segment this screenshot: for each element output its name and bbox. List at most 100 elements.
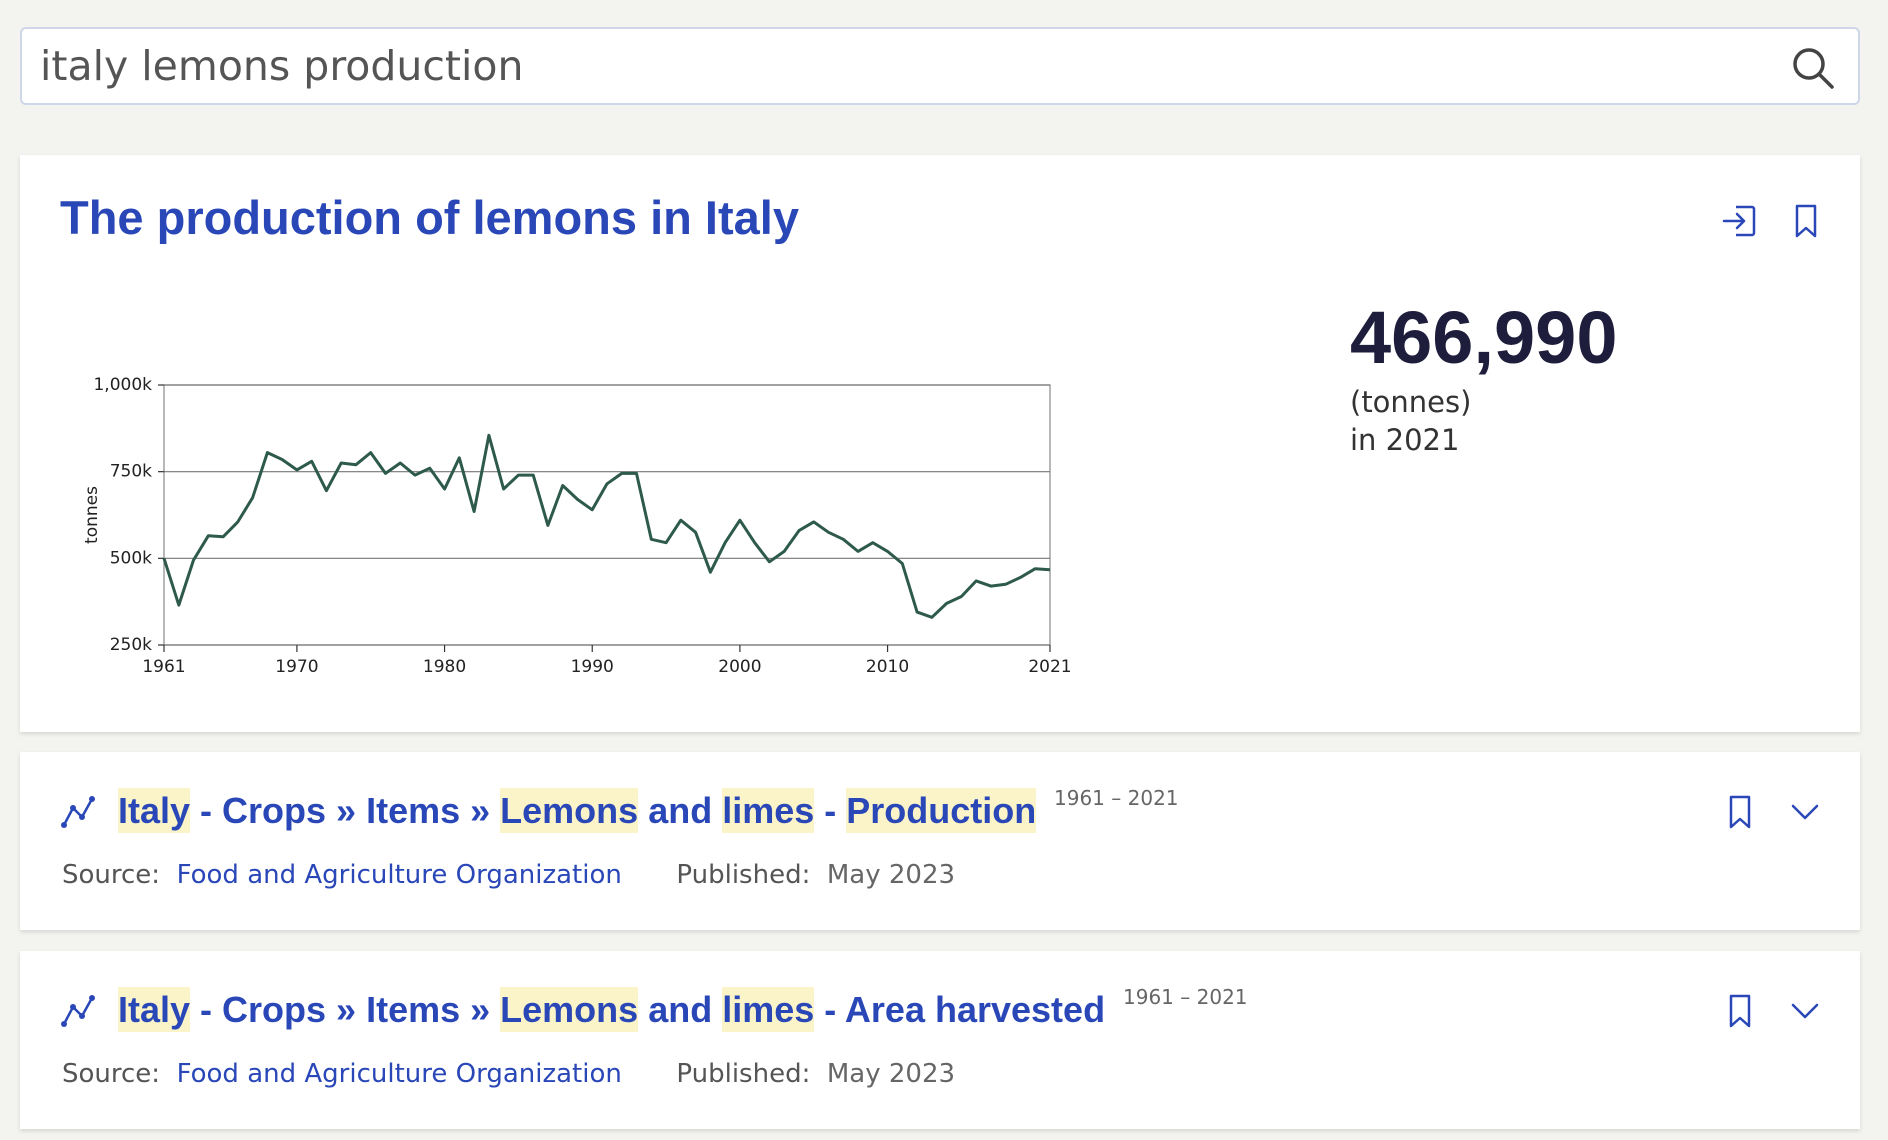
- data-point: [619, 470, 625, 476]
- data-point: [589, 507, 595, 513]
- data-point: [811, 519, 817, 525]
- data-point: [988, 583, 994, 589]
- data-point: [796, 528, 802, 534]
- bookmark-icon[interactable]: [1720, 792, 1760, 832]
- data-point: [648, 536, 654, 542]
- data-point: [634, 470, 640, 476]
- result-meta: Source: Food and Agriculture Organizatio…: [62, 860, 955, 890]
- series-line: [162, 433, 1051, 619]
- data-point: [870, 540, 876, 546]
- bookmark-icon[interactable]: [1786, 201, 1826, 241]
- result-title[interactable]: Italy - Crops » Items » Lemons and limes…: [118, 788, 1037, 833]
- value-unit: (tonnes): [1350, 385, 1472, 419]
- result-years: 1961 – 2021: [1054, 786, 1179, 810]
- search-input[interactable]: [40, 39, 1760, 93]
- published-label: Published:: [676, 860, 811, 890]
- x-tick-label: 1961: [142, 657, 185, 677]
- source-label: Source:: [62, 1059, 161, 1089]
- data-point: [1017, 574, 1023, 580]
- data-point: [707, 569, 713, 575]
- data-point: [205, 533, 211, 539]
- data-point: [323, 488, 329, 494]
- source-label: Source:: [62, 860, 161, 890]
- x-tick-label: 1970: [275, 657, 318, 677]
- data-point: [737, 517, 743, 523]
- highlighted-term: limes: [722, 987, 815, 1032]
- data-point: [264, 450, 270, 456]
- title-text: and: [638, 790, 723, 831]
- result-card: Italy - Crops » Items » Lemons and limes…: [20, 951, 1860, 1129]
- data-point: [973, 578, 979, 584]
- y-axis-label: tonnes: [82, 486, 102, 544]
- published-date: May 2023: [826, 860, 956, 890]
- data-point: [191, 557, 197, 563]
- result-title[interactable]: Italy - Crops » Items » Lemons and limes…: [118, 987, 1106, 1032]
- y-tick-label: 750k: [110, 462, 152, 482]
- data-point: [929, 614, 935, 620]
- x-tick-label: 2000: [718, 657, 761, 677]
- highlighted-term: Lemons: [500, 788, 639, 833]
- login-icon[interactable]: [1720, 201, 1760, 241]
- data-point: [235, 519, 241, 525]
- data-point: [752, 540, 758, 546]
- highlighted-term: limes: [722, 788, 815, 833]
- data-point: [279, 457, 285, 463]
- data-point: [826, 529, 832, 535]
- title-text: and: [638, 989, 723, 1030]
- data-point: [309, 458, 315, 464]
- result-years: 1961 – 2021: [1123, 985, 1248, 1009]
- data-point: [501, 486, 507, 492]
- data-point: [693, 529, 699, 535]
- value-year: in 2021: [1350, 423, 1460, 457]
- data-point: [250, 495, 256, 501]
- data-point: [368, 450, 374, 456]
- data-point: [560, 483, 566, 489]
- data-point: [412, 472, 418, 478]
- chevron-down-icon[interactable]: [1785, 991, 1825, 1031]
- data-point: [604, 481, 610, 487]
- chevron-down-icon[interactable]: [1785, 792, 1825, 832]
- x-tick-label: 1990: [571, 657, 614, 677]
- bookmark-icon[interactable]: [1720, 991, 1760, 1031]
- highlighted-term: Italy: [118, 788, 191, 833]
- production-chart: 250k 500k 750k 1,000k 1961 1970 1980 1990 2000 20…: [82, 375, 1072, 677]
- data-point: [397, 460, 403, 466]
- source-link[interactable]: Food and Agriculture Organization: [176, 860, 622, 890]
- title-text: - Crops » Items »: [190, 790, 501, 831]
- data-point: [958, 593, 964, 599]
- x-tick-label: 2021: [1028, 657, 1071, 677]
- published-label: Published:: [676, 1059, 811, 1089]
- data-point: [471, 509, 477, 515]
- source-link[interactable]: Food and Agriculture Organization: [176, 1059, 622, 1089]
- result-card: Italy - Crops » Items » Lemons and limes…: [20, 752, 1860, 930]
- line-chart-icon: [61, 796, 95, 828]
- data-point: [944, 600, 950, 606]
- data-point: [515, 472, 521, 478]
- data-point: [1047, 567, 1053, 573]
- published-date: May 2023: [826, 1059, 956, 1089]
- result-meta: Source: Food and Agriculture Organizatio…: [62, 1059, 955, 1089]
- data-point: [486, 432, 492, 438]
- data-point: [530, 472, 536, 478]
- data-point: [781, 548, 787, 554]
- data-point: [427, 465, 433, 471]
- data-point: [161, 555, 167, 561]
- x-tick-label: 2010: [866, 657, 909, 677]
- data-point: [545, 522, 551, 528]
- title-text: - Area harvested: [814, 989, 1106, 1030]
- featured-card: The production of lemons in Italy 250k 50…: [20, 155, 1860, 732]
- data-point: [220, 534, 226, 540]
- data-point: [914, 609, 920, 615]
- data-point: [663, 540, 669, 546]
- highlighted-term: Italy: [118, 987, 191, 1032]
- data-point: [176, 602, 182, 608]
- search-icon[interactable]: [1790, 45, 1836, 91]
- x-tick-label: 1980: [423, 657, 466, 677]
- data-point: [678, 517, 684, 523]
- data-point: [442, 486, 448, 492]
- title-text: -: [814, 790, 847, 831]
- plot-frame: [163, 384, 1051, 646]
- featured-title[interactable]: The production of lemons in Italy: [60, 191, 799, 244]
- data-point: [885, 548, 891, 554]
- data-point: [383, 470, 389, 476]
